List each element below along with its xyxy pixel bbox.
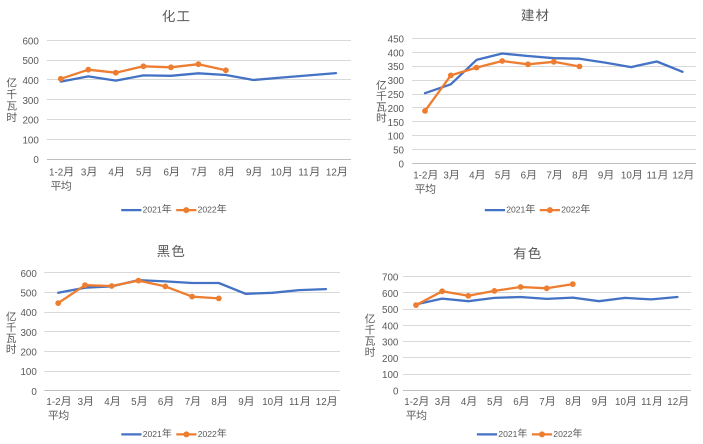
svg-text:9: 9	[246, 168, 251, 179]
svg-text:1-2: 1-2	[413, 171, 427, 182]
svg-text:11: 11	[647, 171, 657, 182]
svg-text:3: 3	[78, 397, 84, 408]
svg-text:2021: 2021	[506, 205, 525, 215]
svg-text:1-2: 1-2	[46, 397, 60, 408]
svg-text:400: 400	[388, 48, 405, 59]
svg-text:8: 8	[572, 171, 578, 182]
svg-text:3: 3	[435, 397, 441, 408]
svg-text:8: 8	[211, 397, 217, 408]
svg-text:300: 300	[22, 96, 39, 107]
svg-text:5: 5	[136, 168, 142, 179]
svg-text:500: 500	[382, 305, 399, 316]
svg-text:4: 4	[461, 397, 467, 408]
svg-text:3: 3	[443, 171, 449, 182]
svg-text:400: 400	[382, 321, 399, 332]
svg-text:2021: 2021	[143, 429, 162, 439]
svg-text:300: 300	[382, 338, 399, 349]
svg-text:5: 5	[495, 171, 501, 182]
svg-text:11: 11	[298, 168, 308, 179]
svg-text:400: 400	[22, 76, 39, 87]
svg-text:500: 500	[20, 288, 37, 299]
svg-text:2022: 2022	[198, 205, 217, 215]
svg-text:2022: 2022	[561, 205, 580, 215]
svg-text:12: 12	[672, 171, 683, 182]
svg-text:4: 4	[469, 171, 475, 182]
svg-text:0: 0	[399, 159, 405, 170]
svg-text:400: 400	[20, 308, 37, 319]
svg-text:10: 10	[271, 168, 282, 179]
svg-text:6: 6	[513, 397, 519, 408]
svg-text:4: 4	[108, 168, 114, 179]
svg-text:1-2: 1-2	[49, 168, 63, 179]
svg-text:7: 7	[191, 168, 196, 179]
svg-text:350: 350	[388, 62, 405, 73]
svg-text:100: 100	[382, 370, 399, 381]
svg-text:11: 11	[641, 397, 651, 408]
svg-text:300: 300	[388, 76, 405, 87]
svg-text:6: 6	[164, 168, 170, 179]
svg-text:2022: 2022	[198, 429, 217, 439]
svg-text:11: 11	[289, 397, 299, 408]
svg-text:12: 12	[667, 397, 678, 408]
svg-text:200: 200	[20, 348, 37, 359]
svg-text:700: 700	[382, 273, 399, 284]
svg-text:9: 9	[238, 397, 243, 408]
svg-text:200: 200	[388, 104, 405, 115]
svg-text:250: 250	[388, 90, 405, 101]
svg-text:600: 600	[22, 36, 39, 47]
svg-text:8: 8	[565, 397, 571, 408]
svg-text:0: 0	[33, 155, 39, 166]
svg-text:5: 5	[131, 397, 137, 408]
svg-text:1-2: 1-2	[404, 397, 418, 408]
svg-text:50: 50	[393, 146, 404, 157]
svg-text:10: 10	[262, 397, 273, 408]
svg-text:4: 4	[104, 397, 110, 408]
svg-text:7: 7	[539, 397, 544, 408]
svg-text:0: 0	[393, 386, 399, 397]
svg-text:7: 7	[185, 397, 190, 408]
svg-text:150: 150	[388, 118, 405, 129]
svg-text:100: 100	[22, 135, 39, 146]
svg-text:600: 600	[20, 269, 37, 280]
svg-text:9: 9	[592, 397, 597, 408]
svg-text:450: 450	[388, 35, 405, 46]
svg-text:300: 300	[20, 328, 37, 339]
svg-text:8: 8	[219, 168, 225, 179]
svg-text:3: 3	[81, 168, 87, 179]
svg-text:6: 6	[521, 171, 527, 182]
svg-text:0: 0	[31, 387, 37, 398]
svg-text:12: 12	[326, 168, 337, 179]
svg-text:10: 10	[615, 397, 626, 408]
svg-text:2021: 2021	[143, 205, 162, 215]
svg-text:200: 200	[382, 354, 399, 365]
svg-text:500: 500	[22, 56, 39, 67]
svg-text:600: 600	[382, 289, 399, 300]
svg-text:7: 7	[546, 171, 551, 182]
svg-text:2021: 2021	[498, 429, 517, 439]
svg-text:2022: 2022	[553, 429, 572, 439]
svg-text:200: 200	[22, 116, 39, 127]
svg-text:5: 5	[487, 397, 493, 408]
svg-text:12: 12	[316, 397, 327, 408]
svg-text:10: 10	[621, 171, 632, 182]
svg-text:6: 6	[158, 397, 164, 408]
svg-text:9: 9	[598, 171, 603, 182]
svg-text:100: 100	[20, 367, 37, 378]
svg-text:100: 100	[388, 132, 405, 143]
